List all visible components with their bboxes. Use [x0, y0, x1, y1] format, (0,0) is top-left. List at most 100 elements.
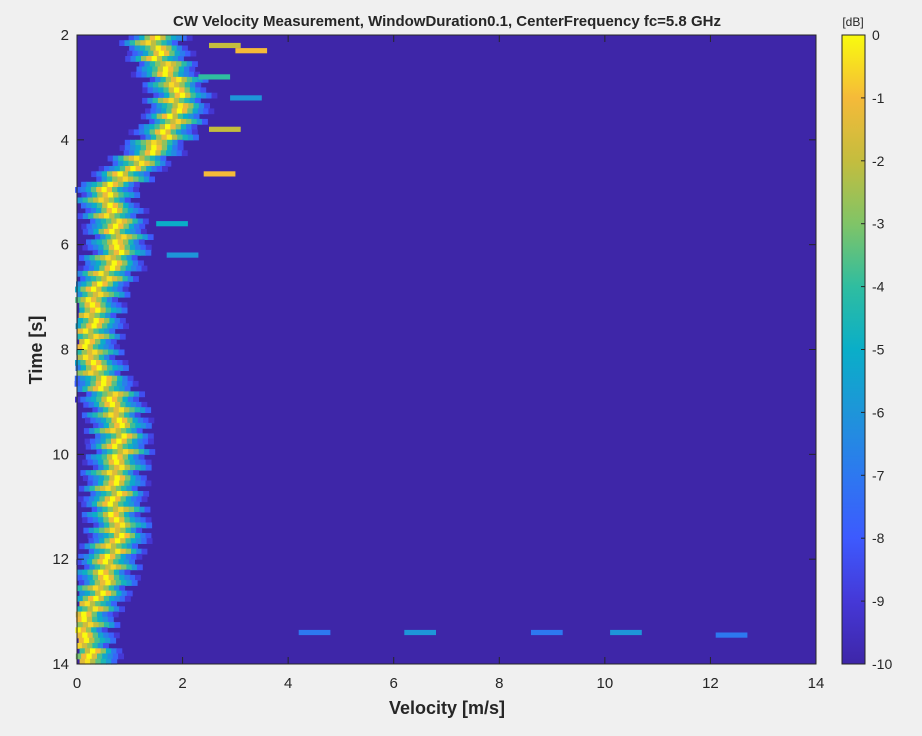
heatmap-cell: [187, 134, 194, 141]
heatmap-cell: [113, 533, 120, 539]
heatmap-cell: [108, 386, 115, 392]
heatmap-cell: [97, 181, 103, 188]
heatmap-cell: [87, 585, 94, 592]
heatmap-cell: [94, 580, 101, 586]
heatmap-cell: [119, 228, 126, 235]
heatmap-cell: [106, 380, 113, 387]
heatmap-cell: [122, 276, 129, 282]
x-tick-label: 14: [808, 675, 825, 692]
heatmap-cell: [89, 564, 96, 571]
colorbar-tick-label: -2: [872, 153, 885, 169]
heatmap-cell: [110, 564, 117, 571]
heatmap-cell: [112, 160, 119, 167]
heatmap-cell: [101, 260, 107, 267]
heatmap-cell: [115, 527, 121, 534]
heatmap-cell: [150, 150, 156, 157]
heatmap-cell: [172, 103, 179, 109]
heatmap-cell: [124, 197, 131, 204]
heatmap-cell: [91, 506, 98, 513]
heatmap-cell: [145, 249, 152, 256]
heatmap-spur: [715, 632, 748, 638]
heatmap-cell: [179, 92, 186, 99]
heatmap-cell: [98, 213, 105, 219]
heatmap-cell: [130, 228, 137, 235]
heatmap-cell: [92, 407, 99, 413]
heatmap-cell: [118, 412, 125, 419]
heatmap-cell: [119, 386, 126, 392]
heatmap-cell: [110, 428, 117, 434]
heatmap-cell: [172, 56, 179, 62]
heatmap-cell: [177, 145, 184, 151]
heatmap-cell: [77, 386, 83, 392]
heatmap-cell: [118, 653, 124, 660]
heatmap-cell: [101, 375, 108, 382]
heatmap-cell: [169, 92, 176, 99]
heatmap-cell: [113, 291, 120, 298]
heatmap-spur: [230, 95, 262, 101]
heatmap-cell: [182, 45, 188, 52]
heatmap-cell: [109, 522, 116, 529]
x-axis-label: Velocity [m/s]: [389, 698, 505, 718]
heatmap-cell: [124, 249, 131, 256]
heatmap-cell: [145, 533, 152, 539]
heatmap-cell: [104, 401, 111, 408]
heatmap-cell: [81, 653, 87, 660]
heatmap-cell: [92, 606, 99, 613]
heatmap-cell: [77, 328, 84, 335]
heatmap-cell: [103, 464, 110, 471]
heatmap-cell: [114, 595, 121, 602]
heatmap-cell: [119, 480, 125, 487]
heatmap-cell: [112, 176, 118, 183]
heatmap-cell: [135, 422, 142, 429]
heatmap-cell: [95, 380, 102, 387]
heatmap-cell: [82, 632, 89, 639]
heatmap-cell: [108, 244, 115, 251]
heatmap-cell: [98, 197, 105, 204]
heatmap-cell: [118, 512, 125, 518]
heatmap-cell: [111, 491, 118, 497]
heatmap-cell: [128, 454, 134, 461]
heatmap-cell: [99, 548, 106, 555]
heatmap-cell: [195, 82, 202, 88]
heatmap-cell: [156, 166, 163, 172]
heatmap-cell: [101, 365, 108, 371]
heatmap-cell: [186, 129, 193, 136]
heatmap-cell: [83, 637, 90, 644]
heatmap-cell: [107, 281, 114, 288]
heatmap-cell: [75, 323, 82, 330]
heatmap-cell: [85, 360, 92, 366]
heatmap-cell: [144, 449, 150, 455]
heatmap-cell: [108, 344, 115, 351]
heatmap-cell: [124, 145, 131, 151]
heatmap-cell: [84, 543, 91, 550]
heatmap-cell: [122, 449, 129, 455]
heatmap-cell: [186, 76, 193, 83]
heatmap-cell: [112, 286, 118, 293]
heatmap-cell: [83, 496, 90, 503]
heatmap-cell: [88, 475, 94, 482]
heatmap-cell: [87, 632, 94, 639]
heatmap-cell: [103, 643, 109, 649]
heatmap-cell: [105, 312, 111, 319]
heatmap-cell: [140, 244, 147, 251]
heatmap-cell: [84, 485, 91, 492]
heatmap-cell: [83, 553, 90, 560]
heatmap-cell: [156, 113, 163, 120]
heatmap-cell: [116, 260, 123, 267]
heatmap-cell: [133, 129, 140, 136]
heatmap-cell: [90, 380, 97, 387]
heatmap-cell: [129, 574, 136, 581]
heatmap-cell: [119, 166, 126, 172]
heatmap-cell: [105, 580, 112, 586]
heatmap-cell: [165, 129, 172, 136]
heatmap-cell: [82, 354, 89, 361]
heatmap-cell: [109, 265, 116, 272]
heatmap-cell: [133, 239, 140, 246]
heatmap-spur: [203, 171, 236, 177]
heatmap-cell: [118, 349, 125, 356]
heatmap-cell: [95, 648, 102, 655]
x-tick-label: 12: [702, 675, 719, 692]
heatmap-cell: [104, 475, 110, 482]
heatmap-cell: [100, 218, 107, 225]
